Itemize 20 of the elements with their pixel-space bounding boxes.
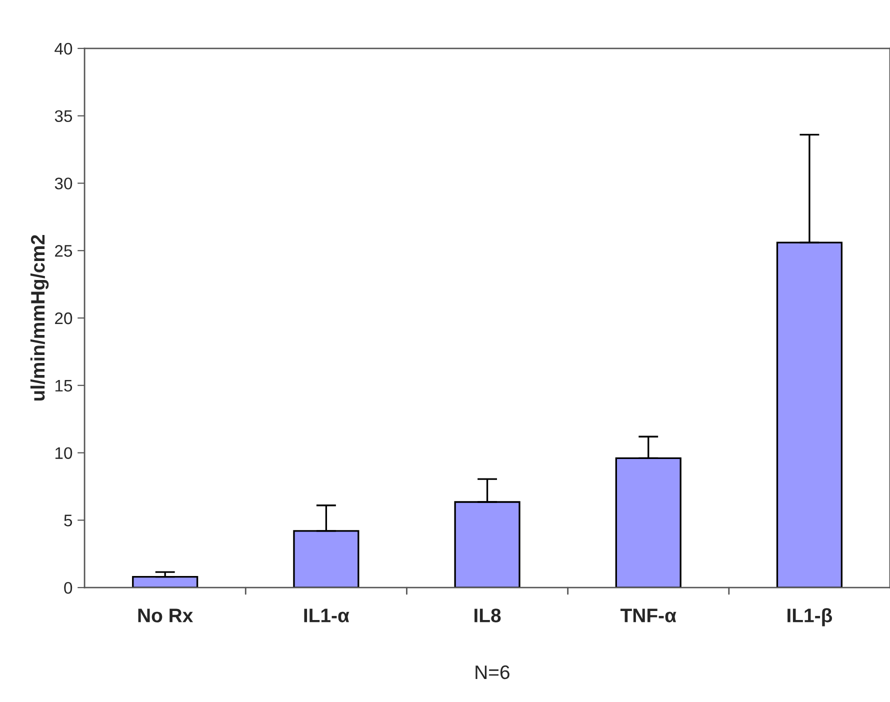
y-tick-label: 20	[55, 312, 72, 324]
y-tick-label: 30	[54, 178, 72, 190]
x-tick-label: No Rx	[138, 608, 194, 622]
bar	[454, 501, 520, 588]
y-tick-label: 5	[64, 514, 72, 526]
x-tick-label: IL1-β	[788, 608, 832, 626]
x-tick-label: IL1-α	[304, 608, 350, 622]
y-axis-title: ul/min/mmHg/cm2	[30, 235, 49, 401]
x-tick-label: IL8	[474, 608, 501, 622]
x-tick-label: TNF-α	[620, 608, 676, 622]
text: N=6	[476, 665, 510, 680]
y-tick-label: 15	[55, 380, 72, 392]
y-tick-label: 40	[54, 42, 72, 55]
y-tick-label: 35	[54, 110, 72, 122]
y-tick-label: 0	[64, 582, 72, 594]
bar	[132, 576, 198, 588]
y-tick-label: 25	[55, 245, 72, 257]
bar	[776, 242, 843, 588]
y-tick-label: 10	[55, 447, 72, 459]
bar	[293, 530, 360, 588]
